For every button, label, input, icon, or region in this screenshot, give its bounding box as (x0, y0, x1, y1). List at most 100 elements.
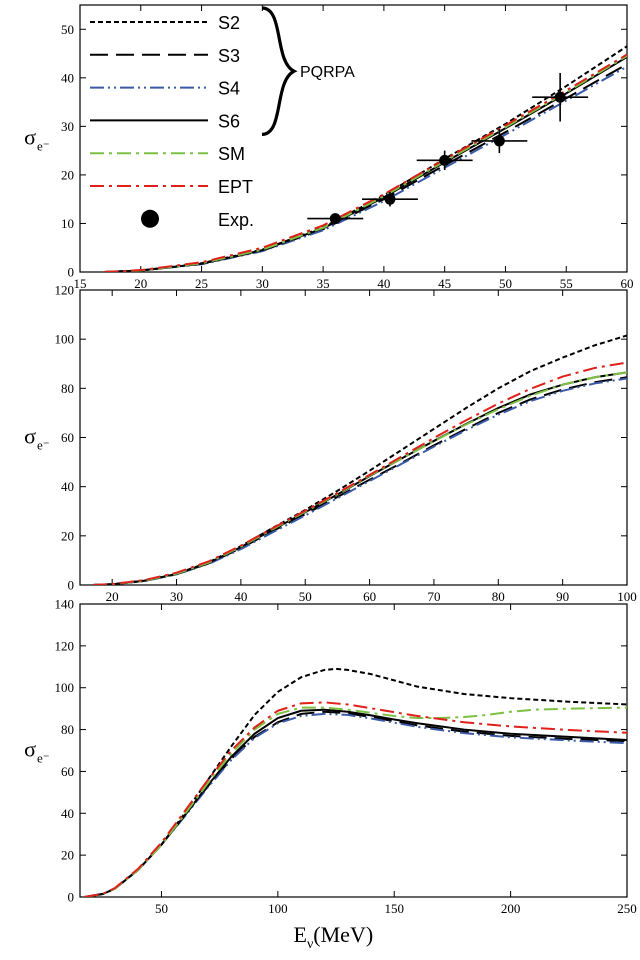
x-tick-label: 60 (621, 276, 634, 291)
data-point (362, 191, 418, 207)
x-tick-label: 50 (499, 276, 512, 291)
y-axis-title: σ (24, 424, 36, 449)
y-tick-label: 0 (68, 890, 75, 905)
y-axis-title-subscript: e⁻ (37, 751, 50, 766)
legend-item: S3 (90, 46, 240, 66)
legend-label: S6 (218, 111, 240, 131)
series-line-sm (92, 371, 627, 585)
series-line-s6 (92, 371, 627, 585)
plot-frame (79, 4, 628, 273)
point-marker (439, 154, 451, 166)
point-marker (554, 91, 566, 103)
x-tick-label: 20 (106, 589, 119, 604)
x-tick-label: 40 (377, 276, 390, 291)
legend-label: S3 (218, 46, 240, 66)
y-tick-label: 80 (61, 722, 74, 737)
y-tick-label: 0 (68, 578, 75, 593)
y-tick-label: 30 (61, 119, 74, 134)
x-tick-label: 50 (155, 901, 168, 916)
x-tick-label: 15 (74, 276, 87, 291)
y-tick-label: 0 (68, 265, 75, 280)
x-tick-label: 20 (134, 276, 147, 291)
y-tick-label: 60 (61, 764, 74, 779)
x-tick-label: 150 (384, 901, 404, 916)
y-tick-label: 20 (61, 528, 74, 543)
y-tick-label: 10 (61, 216, 74, 231)
chart-panel-3: 50 100 150 200 250 0 20 40 60 80 100 120 140 σ e⁻ Eν(Me… (24, 597, 637, 953)
curves (84, 667, 627, 897)
legend-label: S2 (218, 13, 240, 33)
series-line-s6 (104, 56, 627, 272)
y-axis-title-subscript: e⁻ (37, 438, 50, 453)
y-axis-title: σ (24, 737, 36, 762)
x-tick-label: 60 (363, 589, 376, 604)
x-tick-label: 90 (556, 589, 569, 604)
x-tick-label: 30 (170, 589, 183, 604)
data-point (532, 72, 589, 122)
y-tick-label: 60 (61, 430, 74, 445)
y-tick-label: 100 (55, 680, 75, 695)
series-line-sm (84, 706, 627, 897)
y-tick-label: 40 (61, 70, 74, 85)
legend-brace (261, 6, 298, 136)
series-line-s4 (84, 712, 627, 897)
x-tick-label: 100 (268, 901, 288, 916)
legend-item: EPT (90, 177, 253, 197)
y-tick-label: 120 (55, 283, 75, 298)
series-line-ept (92, 361, 627, 585)
plot-frame (79, 289, 628, 586)
curves (92, 334, 627, 585)
x-tick-label: 250 (617, 901, 637, 916)
series-line-ept (104, 53, 627, 272)
y-tick-label: 80 (61, 381, 74, 396)
x-tick-label: 40 (234, 589, 247, 604)
x-tick-label: 55 (560, 276, 573, 291)
legend-item: Exp. (141, 209, 254, 230)
legend-label: EPT (218, 177, 253, 197)
legend-marker (141, 209, 159, 228)
series-line-s2 (104, 45, 627, 272)
legend: S2 S3 S4 S6 SM EPT Exp. PQRPA (90, 6, 355, 230)
y-tick-label: 40 (61, 806, 74, 821)
y-tick-label: 140 (55, 597, 75, 612)
curves (104, 45, 627, 272)
legend-item: S2 (90, 13, 240, 33)
y-tick-label: 40 (61, 479, 74, 494)
x-tick-label: 35 (317, 276, 330, 291)
series-line-ept (84, 701, 627, 897)
data-point (307, 213, 364, 225)
y-tick-label: 100 (55, 332, 75, 347)
chart-panel-2: 20 30 40 50 60 70 80 90 100 0 20 40 60 80 100 120 σ e⁻ (24, 283, 637, 605)
legend-item: SM (90, 144, 245, 164)
y-tick-label: 50 (61, 22, 74, 37)
legend-label: S4 (218, 79, 240, 99)
series-line-s3 (104, 63, 627, 272)
y-tick-label: 20 (61, 848, 74, 863)
y-tick-label: 20 (61, 167, 74, 182)
y-tick-label: 120 (55, 638, 75, 653)
x-tick-label: 70 (427, 589, 440, 604)
point-marker (493, 135, 505, 147)
legend-item: S4 (90, 79, 240, 99)
x-tick-label: 50 (299, 589, 312, 604)
data-point (471, 128, 528, 154)
x-tick-label: 45 (438, 276, 451, 291)
legend-label: Exp. (218, 210, 254, 230)
point-marker (329, 213, 341, 225)
x-tick-label: 100 (617, 589, 637, 604)
legend-label: SM (218, 144, 245, 164)
point-marker (384, 193, 396, 205)
y-axis-title: σ (24, 125, 36, 150)
y-axis-title-subscript: e⁻ (37, 139, 50, 154)
x-tick-label: 30 (256, 276, 269, 291)
x-tick-label: 200 (501, 901, 521, 916)
legend-group-label: PQRPA (300, 64, 355, 81)
x-tick-label: 25 (195, 276, 208, 291)
series-line-s2 (84, 667, 627, 897)
data-point (416, 150, 473, 171)
x-tick-label: 80 (492, 589, 505, 604)
legend-item: S6 (90, 111, 240, 131)
series-line-s2 (92, 334, 627, 585)
chart-panel-1: 15 20 25 30 35 40 45 50 55 60 0 10 20 30 40 50 σ e⁻ S2 S3 S4… (24, 4, 634, 291)
